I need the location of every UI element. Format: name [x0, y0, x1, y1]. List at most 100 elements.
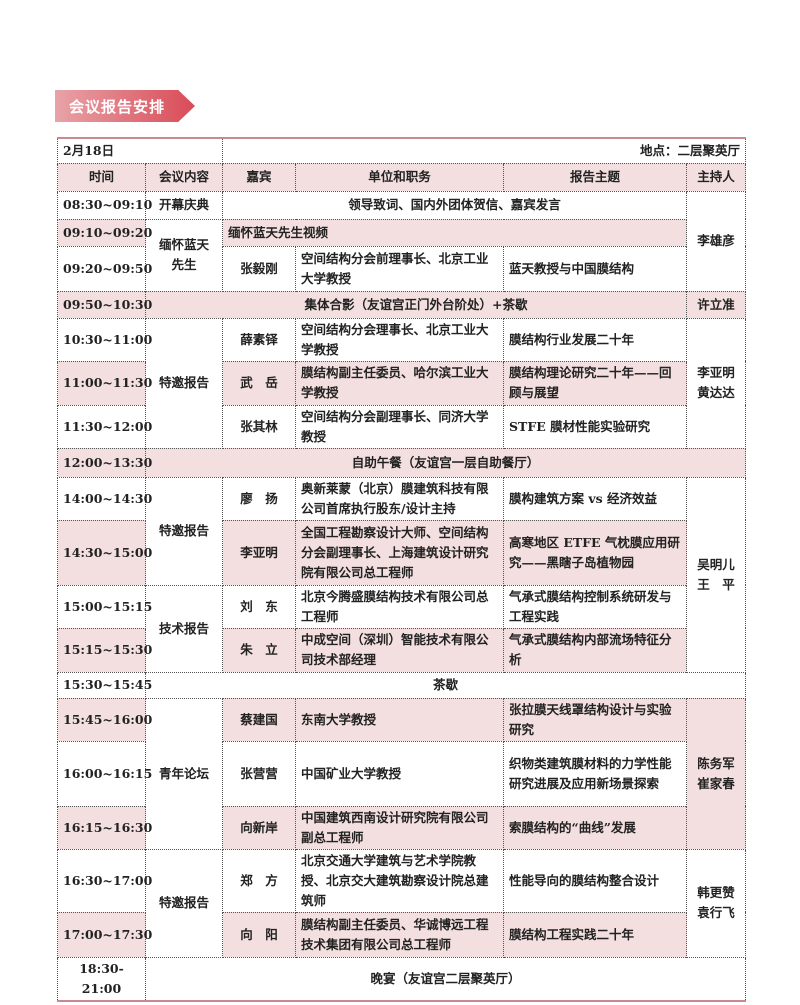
span-cell: 集体合影（友谊宫正门外台阶处）+茶歇 — [145, 290, 687, 319]
span-cell: 茶歇 — [144, 671, 747, 699]
unit-cell: 空间结构分会前理事长、北京工业大学教授 — [295, 245, 504, 292]
unit-cell: 中国建筑西南设计研究院有限公司副总工程师 — [295, 805, 504, 850]
table-row: 15:45~16:00 青年论坛 蔡建国 东南大学教授 张拉膜天线罩结构设计与实… — [57, 697, 747, 850]
host-name: 李雄彦 — [697, 233, 735, 248]
table-row: 11:30~12:00 张其林 空间结构分会副理事长、同济大学教授 STFE 膜… — [57, 404, 746, 449]
table-row: 15:30~15:45 茶歇 — [57, 671, 747, 699]
host-name: 吴明儿 — [697, 556, 735, 572]
table-row: 08:30~09:10 开幕庆典 领导致词、国内外团体贺信、嘉宾发言 李雄彦 — [57, 190, 747, 292]
unit-cell: 膜结构副主任委员、哈尔滨工业大学教授 — [295, 360, 504, 406]
topic-cell: STFE 膜材性能实验研究 — [503, 404, 687, 449]
table-row: 15:15~15:30 朱 立 中成空间（深圳）智能技术有限公司技术部经理 气承… — [57, 627, 746, 673]
col-session: 会议内容 — [145, 162, 223, 192]
unit-cell: 空间结构分会理事长、北京工业大学教授 — [295, 317, 504, 362]
time-cell: 10:30~11:00 — [57, 317, 152, 362]
time-cell: 11:30~12:00 — [57, 404, 152, 449]
unit-cell: 空间结构分会副理事长、同济大学教授 — [295, 404, 504, 449]
time-cell: 14:00~14:30 — [57, 476, 152, 521]
session-cell: 特邀报告 — [145, 317, 223, 449]
guest-cell: 朱 立 — [222, 627, 296, 673]
table-row: 18:30-21:00 晚宴（友谊宫二层聚英厅） — [57, 956, 747, 1001]
table-row: 12:00~13:30 自助午餐（友谊宫一层自助餐厅） — [57, 447, 747, 478]
section-title: 会议报告安排 — [69, 98, 166, 116]
col-topic: 报告主题 — [503, 162, 687, 192]
location-cell: 地点：二层聚英厅 — [221, 137, 747, 164]
table-row: 16:00~16:15 张营营 中国矿业大学教授 织物类建筑膜材料的力学性能研究… — [57, 740, 746, 807]
guest-cell: 郑 方 — [222, 848, 296, 913]
guest-cell: 张其林 — [222, 404, 296, 449]
guest-cell: 李亚明 — [222, 519, 296, 586]
time-cell: 11:00~11:30 — [57, 360, 152, 406]
session-cell: 特邀报告 — [145, 476, 223, 586]
guest-cell: 蔡建国 — [222, 697, 296, 742]
host-name: 袁行飞 — [697, 905, 735, 920]
unit-cell: 奥新莱蒙（北京）膜建筑科技有限公司首席执行股东/设计主持 — [295, 476, 504, 521]
span-cell: 晚宴（友谊宫二层聚英厅） — [144, 956, 747, 1001]
unit-cell: 全国工程勘察设计大师、空间结构分会副理事长、上海建筑设计研究院有限公司总工程师 — [295, 519, 504, 586]
table-row: 09:50~10:30 集体合影（友谊宫正门外台阶处）+茶歇 许立准 — [57, 290, 747, 319]
time-cell: 15:15~15:30 — [57, 627, 152, 673]
host-name: 韩更赞 — [697, 885, 735, 900]
topic-cell: 膜结构行业发展二十年 — [503, 317, 687, 362]
col-guest: 嘉宾 — [222, 162, 296, 192]
host-cell: 陈务军 崔家春 — [685, 697, 747, 850]
topic-cell: 蓝天教授与中国膜结构 — [503, 245, 687, 292]
span-cell: 自助午餐（友谊宫一层自助餐厅） — [144, 447, 747, 478]
session-cell: 技术报告 — [145, 584, 223, 673]
table-row: 09:10~09:20 缅怀蓝天先生 缅怀蓝天先生视频 — [57, 218, 746, 292]
time-cell: 15:30~15:45 — [57, 671, 152, 699]
time-cell: 14:30~15:00 — [57, 519, 152, 586]
banner-arrow-shape — [55, 90, 195, 122]
host-cell: 吴明儿王 平 — [685, 476, 747, 673]
table-row: 14:00~14:30 特邀报告 廖 扬 奥新莱蒙（北京）膜建筑科技有限公司首席… — [57, 476, 747, 673]
table-row: 10:30~11:00 特邀报告 薛素铎 空间结构分会理事长、北京工业大学教授 … — [57, 317, 747, 449]
unit-cell: 北京交通大学建筑与艺术学院教授、北京交大建筑勘察设计院总建筑师 — [295, 848, 504, 913]
time-cell: 16:30~17:00 — [57, 848, 152, 913]
guest-cell: 张营营 — [222, 740, 296, 807]
time-cell: 09:10~09:20 — [57, 218, 152, 247]
unit-cell: 膜结构副主任委员、华诚博远工程技术集团有限公司总工程师 — [295, 911, 504, 958]
host-cell: 许立准 — [685, 290, 747, 319]
section-banner: 会议报告安排 — [55, 90, 195, 122]
unit-cell: 北京今腾盛膜结构技术有限公司总工程师 — [295, 584, 504, 629]
time-cell: 08:30~09:10 — [57, 190, 152, 220]
time-cell: 15:00~15:15 — [57, 584, 152, 629]
time-cell: 12:00~13:30 — [57, 447, 152, 478]
host-name: 崔家春 — [697, 775, 735, 791]
span-cell: 缅怀蓝天先生视频 — [222, 218, 687, 247]
guest-cell: 刘 东 — [222, 584, 296, 629]
time-cell: 16:00~16:15 — [57, 740, 152, 807]
session-cell: 特邀报告 — [145, 848, 223, 958]
host-cell: 李亚明 黄达达 — [685, 317, 747, 449]
time-cell: 18:30-21:00 — [57, 956, 146, 1001]
header-row: 时间 会议内容 嘉宾 单位和职务 报告主题 主持人 — [57, 162, 747, 192]
host-cell: 李雄彦 — [685, 190, 747, 292]
session-cell: 缅怀蓝天先生 — [145, 218, 223, 292]
session-cell: 开幕庆典 — [145, 190, 223, 220]
col-unit: 单位和职务 — [295, 162, 504, 192]
unit-cell: 东南大学教授 — [295, 697, 504, 742]
table-row: 15:00~15:15 技术报告 刘 东 北京今腾盛膜结构技术有限公司总工程师 … — [57, 584, 746, 673]
topic-cell: 张拉膜天线罩结构设计与实验研究 — [503, 697, 687, 742]
table-row: 16:30~17:00 特邀报告 郑 方 北京交通大学建筑与艺术学院教授、北京交… — [57, 848, 747, 958]
guest-cell: 廖 扬 — [222, 476, 296, 521]
topic-cell: 高寒地区 ETFE 气枕膜应用研究——黑瞎子岛植物园 — [503, 519, 687, 586]
span-cell: 领导致词、国内外团体贺信、嘉宾发言 — [222, 190, 687, 220]
time-cell: 16:15~16:30 — [57, 805, 152, 850]
topic-cell: 气承式膜结构内部流场特征分析 — [503, 627, 687, 673]
topic-cell: 膜构建筑方案 vs 经济效益 — [503, 476, 687, 521]
host-name: 王 平 — [697, 576, 735, 592]
host-name: 陈务军 — [697, 755, 735, 771]
session-cell: 青年论坛 — [145, 697, 223, 850]
topic-cell: 索膜结构的“曲线”发展 — [503, 805, 687, 850]
guest-cell: 向新岸 — [222, 805, 296, 850]
col-host: 主持人 — [685, 162, 747, 192]
col-time: 时间 — [57, 162, 146, 192]
schedule-table: 2月18日 地点：二层聚英厅 时间 会议内容 嘉宾 单位和职务 报告主题 主持人… — [57, 137, 747, 1002]
table-row: 09:20~09:50 张毅刚 空间结构分会前理事长、北京工业大学教授 蓝天教授… — [57, 245, 746, 292]
time-cell: 17:00~17:30 — [57, 911, 152, 958]
topic-cell: 织物类建筑膜材料的力学性能研究进展及应用新场景探索 — [503, 740, 687, 807]
topic-cell: 气承式膜结构控制系统研发与工程实践 — [503, 584, 687, 629]
host-name: 黄达达 — [697, 385, 735, 400]
topic-cell: 性能导向的膜结构整合设计 — [503, 848, 687, 913]
